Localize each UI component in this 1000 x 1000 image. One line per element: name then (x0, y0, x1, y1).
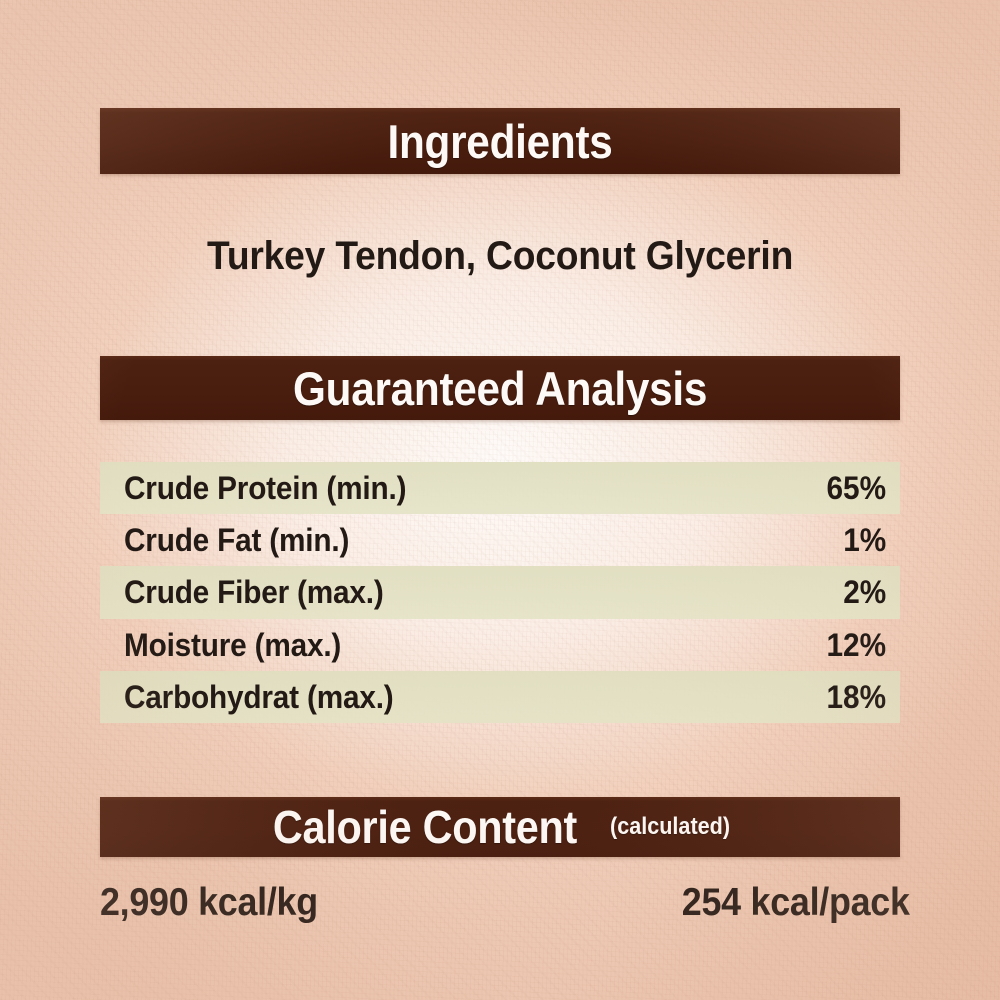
nutrient-label-text: Crude Fiber (max.) (124, 574, 384, 611)
calorie-values-row: 2,990 kcal/kg 254 kcal/pack (100, 883, 910, 922)
nutrient-label: Carbohydrat (max.) (124, 681, 822, 713)
guaranteed-analysis-table: Crude Protein (min.) 65% Crude Fat (min.… (100, 462, 900, 723)
nutrient-label-text: Crude Protein (min.) (124, 470, 407, 507)
nutrient-value-text: 18% (826, 678, 886, 715)
ingredients-list-text: Turkey Tendon, Coconut Glycerin (206, 234, 794, 278)
table-row: Moisture (max.) 12% (100, 619, 900, 671)
nutrient-label: Crude Fiber (max.) (124, 576, 840, 608)
calorie-content-heading-text: Calorie Content (273, 801, 578, 853)
nutrient-value: 2% (840, 576, 890, 608)
calories-per-kg: 2,990 kcal/kg (100, 883, 337, 922)
nutrient-value: 65% (822, 472, 890, 504)
table-row: Crude Fiber (max.) 2% (100, 566, 900, 619)
nutrient-label: Crude Protein (min.) (124, 472, 822, 504)
nutrient-label: Moisture (max.) (124, 629, 822, 661)
ingredients-list: Turkey Tendon, Coconut Glycerin (0, 236, 1000, 276)
table-row: Crude Fat (min.) 1% (100, 514, 900, 566)
nutrient-value-text: 12% (826, 626, 886, 663)
nutrient-value-text: 2% (842, 574, 886, 611)
calories-per-pack-text: 254 kcal/pack (682, 881, 910, 924)
nutrient-value-text: 65% (826, 470, 886, 507)
calorie-content-qualifier: (calculated) (610, 813, 731, 840)
guaranteed-analysis-heading-band: Guaranteed Analysis (100, 356, 900, 420)
nutrient-label-text: Crude Fat (min.) (124, 522, 350, 559)
table-row: Crude Protein (min.) 65% (100, 462, 900, 515)
guaranteed-analysis-heading-text: Guaranteed Analysis (292, 361, 708, 415)
nutrient-value: 1% (840, 524, 890, 556)
calorie-content-heading-band: Calorie Content (calculated) (100, 797, 900, 857)
calories-per-pack: 254 kcal/pack (662, 883, 910, 922)
nutrient-value: 12% (822, 629, 890, 661)
nutrient-label: Crude Fat (min.) (124, 524, 840, 556)
calories-per-kg-text: 2,990 kcal/kg (100, 881, 318, 924)
table-row: Carbohydrat (max.) 18% (100, 670, 900, 723)
ingredients-heading-band: Ingredients (100, 108, 900, 174)
nutrient-value-text: 1% (842, 522, 886, 559)
nutrient-value: 18% (822, 681, 890, 713)
nutrient-label-text: Carbohydrat (max.) (124, 678, 394, 715)
nutrient-label-text: Moisture (max.) (124, 626, 342, 663)
ingredients-heading-text: Ingredients (387, 114, 613, 168)
